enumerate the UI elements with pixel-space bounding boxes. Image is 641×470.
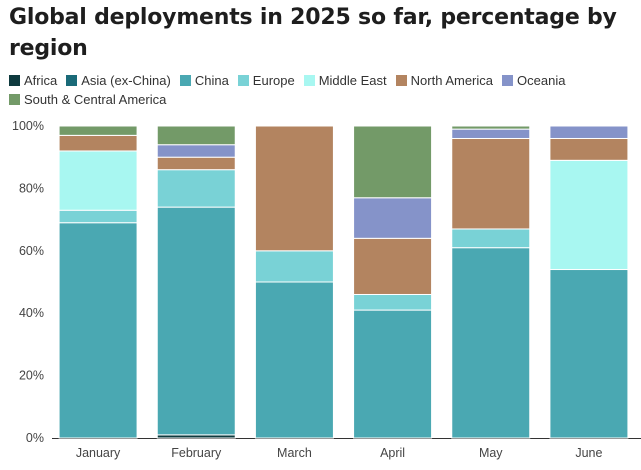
chart-title: Global deployments in 2025 so far, perce…	[9, 5, 617, 61]
bar-segment-oceania-february	[156, 144, 236, 158]
bar-segment-china-may	[451, 247, 531, 439]
legend-item-europe: Europe	[237, 72, 295, 89]
x-tick-label: March	[277, 446, 312, 460]
legend-item-asia-ex-china: Asia (ex-China)	[66, 72, 171, 89]
legend-label: Asia (ex-China)	[81, 73, 171, 88]
bar-segment-south-central-america-april	[353, 125, 433, 199]
legend-label: North America	[410, 73, 494, 88]
legend-item-oceania: Oceania	[502, 72, 565, 89]
bar-segment-north-america-march	[254, 125, 334, 252]
bar-segment-south-central-america-may	[451, 125, 531, 130]
bar-segment-middle-east-january	[58, 150, 138, 211]
bar-segment-china-february	[156, 206, 236, 436]
legend-label: Africa	[24, 73, 58, 88]
legend-swatch	[237, 75, 249, 86]
legend-item-south-central-america: South & Central America	[9, 91, 166, 108]
chart-legend: Africa Asia (ex-China) China Europe Middle E…	[9, 72, 634, 108]
stacked-bar-chart: 0% 20% 40% 60% 80% 100% January February March Ap…	[12, 119, 641, 460]
bar-segment-north-america-may	[451, 137, 531, 230]
legend-item-middle-east: Middle East	[303, 72, 387, 89]
bar-segment-oceania-april	[353, 197, 433, 239]
legend-swatch	[395, 75, 407, 86]
bar-segment-china-march	[254, 281, 334, 439]
legend-item-north-america: North America	[395, 72, 494, 89]
legend-label: South & Central America	[24, 92, 167, 107]
bar-segment-oceania-may	[451, 128, 531, 139]
y-tick-label: 60%	[19, 244, 44, 258]
bar-segment-north-america-april	[353, 237, 433, 295]
x-tick-label: February	[171, 446, 222, 460]
legend-label: Oceania	[517, 73, 566, 88]
bar-segment-europe-february	[156, 169, 236, 208]
bar-segment-china-april	[353, 309, 433, 439]
legend-item-china: China	[179, 72, 229, 89]
x-tick-label: April	[380, 446, 405, 460]
legend-swatch	[9, 75, 20, 86]
y-tick-label: 100%	[12, 119, 44, 133]
legend-swatch	[66, 75, 78, 86]
legend-swatch	[303, 75, 315, 86]
bar-segment-north-america-june	[549, 137, 629, 161]
bar-segment-south-central-america-january	[58, 125, 138, 136]
legend-swatch	[9, 94, 20, 105]
bar-segment-china-june	[549, 269, 629, 439]
bar-segment-north-america-january	[58, 134, 138, 152]
y-tick-label: 20%	[19, 369, 44, 383]
bar-segment-europe-may	[451, 228, 531, 249]
y-tick-label: 0%	[26, 431, 44, 445]
bar-segment-oceania-june	[549, 125, 629, 139]
bar-segment-china-january	[58, 222, 138, 439]
bar-segment-europe-april	[353, 293, 433, 311]
legend-swatch	[502, 75, 514, 86]
x-tick-label: June	[575, 446, 602, 460]
bar-segment-south-central-america-february	[156, 125, 236, 146]
bar-segment-europe-march	[254, 250, 334, 283]
x-tick-label: May	[479, 446, 503, 460]
bar-segment-north-america-february	[156, 156, 236, 171]
x-tick-label: January	[76, 446, 121, 460]
bar-segment-middle-east-june	[549, 159, 629, 271]
bar-segment-europe-january	[58, 209, 138, 224]
legend-label: Middle East	[318, 73, 387, 88]
y-tick-label: 80%	[19, 181, 44, 195]
legend-item-africa: Africa	[9, 72, 57, 89]
legend-label: Europe	[252, 73, 295, 88]
legend-swatch	[179, 75, 191, 86]
y-tick-label: 40%	[19, 306, 44, 320]
legend-label: China	[194, 73, 229, 88]
